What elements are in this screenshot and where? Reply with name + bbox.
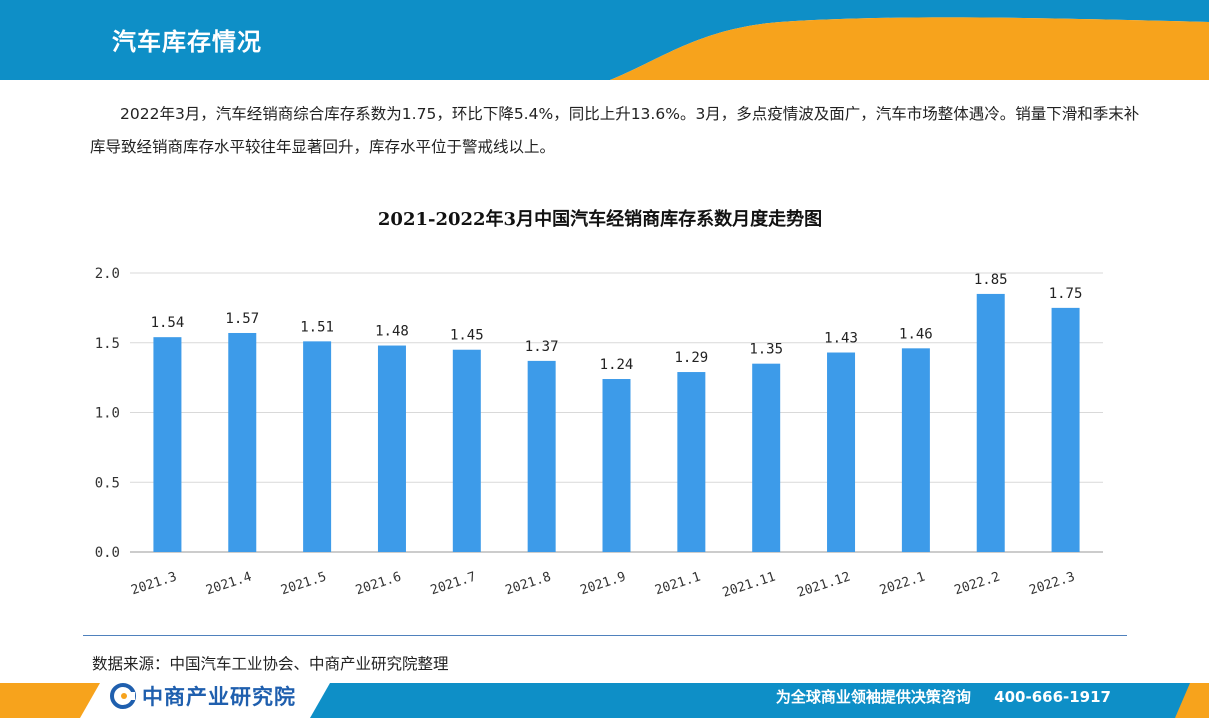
x-tick-label: 2021.11 [721,570,778,601]
header-background [0,0,1209,80]
bar [377,345,406,552]
x-tick-label: 2021.4 [204,569,253,598]
x-tick-label: 2021.1 [653,570,702,599]
source-note: 数据来源：中国汽车工业协会、中商产业研究院整理 [92,655,449,673]
divider-line [83,635,1127,636]
slogan-text: 为全球商业领袖提供决策咨询 [775,688,971,706]
x-tick-label: 2021.3 [129,570,178,599]
data-label: 1.35 [749,342,783,358]
bar [827,352,856,552]
bar [602,379,631,552]
data-label: 1.29 [674,350,708,366]
x-tick-label: 2021.7 [429,570,478,599]
company-logo: 中商产业研究院 [110,683,296,709]
bar-chart: 2021-2022年3月中国汽车经销商库存系数月度走势图 0.0 0.5 1.0 1.… [0,195,1209,615]
bar [303,341,332,552]
bars [153,293,1080,552]
data-label: 1.46 [899,326,933,342]
bar [153,337,182,552]
bar [527,360,556,552]
header-banner: 汽车库存情况 [0,0,1209,80]
page-title: 汽车库存情况 [112,28,262,56]
logo-text: 中商产业研究院 [142,685,296,709]
x-tick-label: 2022.2 [953,570,1002,599]
footer-slogan: 为全球商业领袖提供决策咨询 400-666-1917 [758,686,1111,707]
data-labels: 1.54 1.57 1.51 1.48 1.45 1.37 1.24 1.29 1.35 1.43… [151,272,1083,373]
data-label: 1.37 [525,339,559,355]
data-label: 1.54 [151,315,185,331]
x-tick-label: 2021.9 [578,570,627,599]
y-axis-ticks: 0.0 0.5 1.0 1.5 2.0 [95,266,120,561]
phone-number: 400-666-1917 [994,688,1111,706]
intro-paragraph: 2022年3月，汽车经销商综合库存系数为1.75，环比下降5.4%，同比上升13… [90,105,1140,156]
chart-canvas: 2021-2022年3月中国汽车经销商库存系数月度走势图 0.0 0.5 1.0 1.… [95,208,1103,601]
bar [901,348,930,552]
y-tick-label: 1.0 [95,406,120,422]
x-tick-label: 2022.1 [878,570,927,599]
data-label: 1.75 [1049,286,1083,302]
bar [677,372,706,552]
x-axis-ticks: 2021.3 2021.4 2021.5 2021.6 2021.7 2021.8 2021… [129,569,1076,600]
footer-background [0,683,1209,718]
y-tick-label: 1.5 [95,336,120,352]
bar [452,349,481,552]
y-tick-label: 2.0 [95,266,120,282]
x-tick-label: 2022.3 [1028,570,1077,599]
x-tick-label: 2021.5 [279,570,328,599]
y-tick-label: 0.0 [95,545,120,561]
logo-icon [110,683,136,709]
data-label: 1.48 [375,324,409,340]
footer-bar [0,683,1209,718]
data-label: 1.85 [974,272,1008,288]
bar [752,363,781,552]
data-label: 1.57 [225,311,259,327]
bar [1051,307,1080,552]
bar [228,332,257,552]
chart-title: 2021-2022年3月中国汽车经销商库存系数月度走势图 [378,208,822,230]
x-tick-label: 2021.8 [504,570,553,599]
bar [976,293,1005,552]
data-label: 1.43 [824,331,858,347]
x-tick-label: 2021.12 [796,570,853,601]
data-label: 1.24 [600,357,634,373]
y-tick-label: 0.5 [95,475,120,491]
x-tick-label: 2021.6 [354,570,403,599]
data-label: 1.45 [450,328,484,344]
data-label: 1.51 [300,319,334,335]
